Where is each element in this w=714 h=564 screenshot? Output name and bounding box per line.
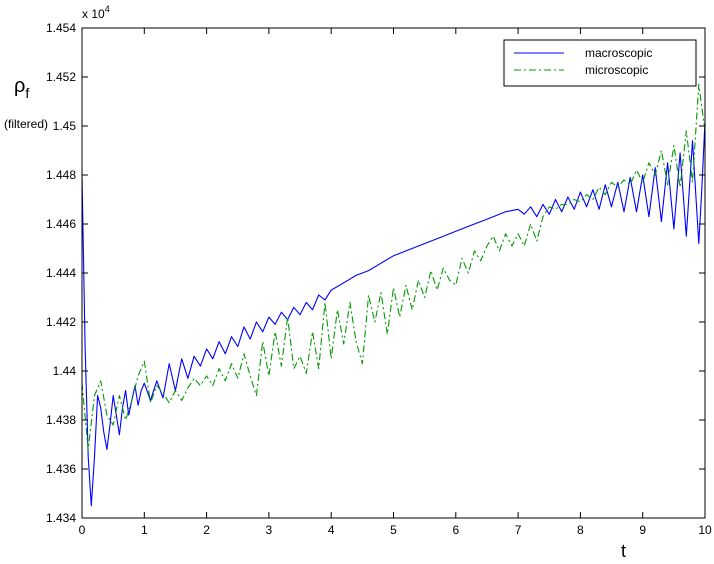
y-tick-label: 1.444 xyxy=(46,266,76,280)
x-tick-label: 0 xyxy=(79,523,86,537)
series-line-macroscopic xyxy=(81,121,706,507)
x-tick-label: 4 xyxy=(328,523,335,537)
y-tick-label: 1.454 xyxy=(46,21,76,35)
legend-label-macroscopic: macroscopic xyxy=(585,46,652,60)
legend: macroscopic microscopic xyxy=(503,39,697,87)
y-axis-label: ρf xyxy=(14,75,29,101)
x-tick-label: 2 xyxy=(203,523,210,537)
y-tick-label: 1.436 xyxy=(46,462,76,476)
x-tick-label: 1 xyxy=(141,523,148,537)
y-tick-label: 1.45 xyxy=(53,119,77,133)
x-tick-label: 6 xyxy=(452,523,459,537)
y-tick-label: 1.446 xyxy=(46,217,76,231)
y-tick-label: 1.452 xyxy=(46,70,76,84)
legend-box xyxy=(503,39,697,87)
plot-frame xyxy=(81,27,706,519)
y-tick-label: 1.438 xyxy=(46,413,76,427)
x-tick-label: 8 xyxy=(577,523,584,537)
ticks-group: 0 1 2 3 4 5 6 7 8 9 10 1.434 1.436 1.438 1.44 1.442 1.44… xyxy=(46,21,712,537)
x-tick-label: 9 xyxy=(639,523,646,537)
x-tick-label: 5 xyxy=(390,523,397,537)
series-line-microscopic xyxy=(81,83,706,450)
series-group xyxy=(81,83,706,507)
x-tick-label: 7 xyxy=(515,523,522,537)
y-axis-label-note: (filtered) xyxy=(4,117,48,131)
y-multiplier-label: x 104 xyxy=(82,4,110,21)
y-tick-label: 1.44 xyxy=(53,364,77,378)
x-axis-label: t xyxy=(621,541,626,561)
x-tick-label: 10 xyxy=(698,523,712,537)
legend-label-microscopic: microscopic xyxy=(585,63,648,77)
y-tick-label: 1.448 xyxy=(46,168,76,182)
y-tick-label: 1.442 xyxy=(46,315,76,329)
y-tick-label: 1.434 xyxy=(46,511,76,525)
x-tick-label: 3 xyxy=(266,523,273,537)
